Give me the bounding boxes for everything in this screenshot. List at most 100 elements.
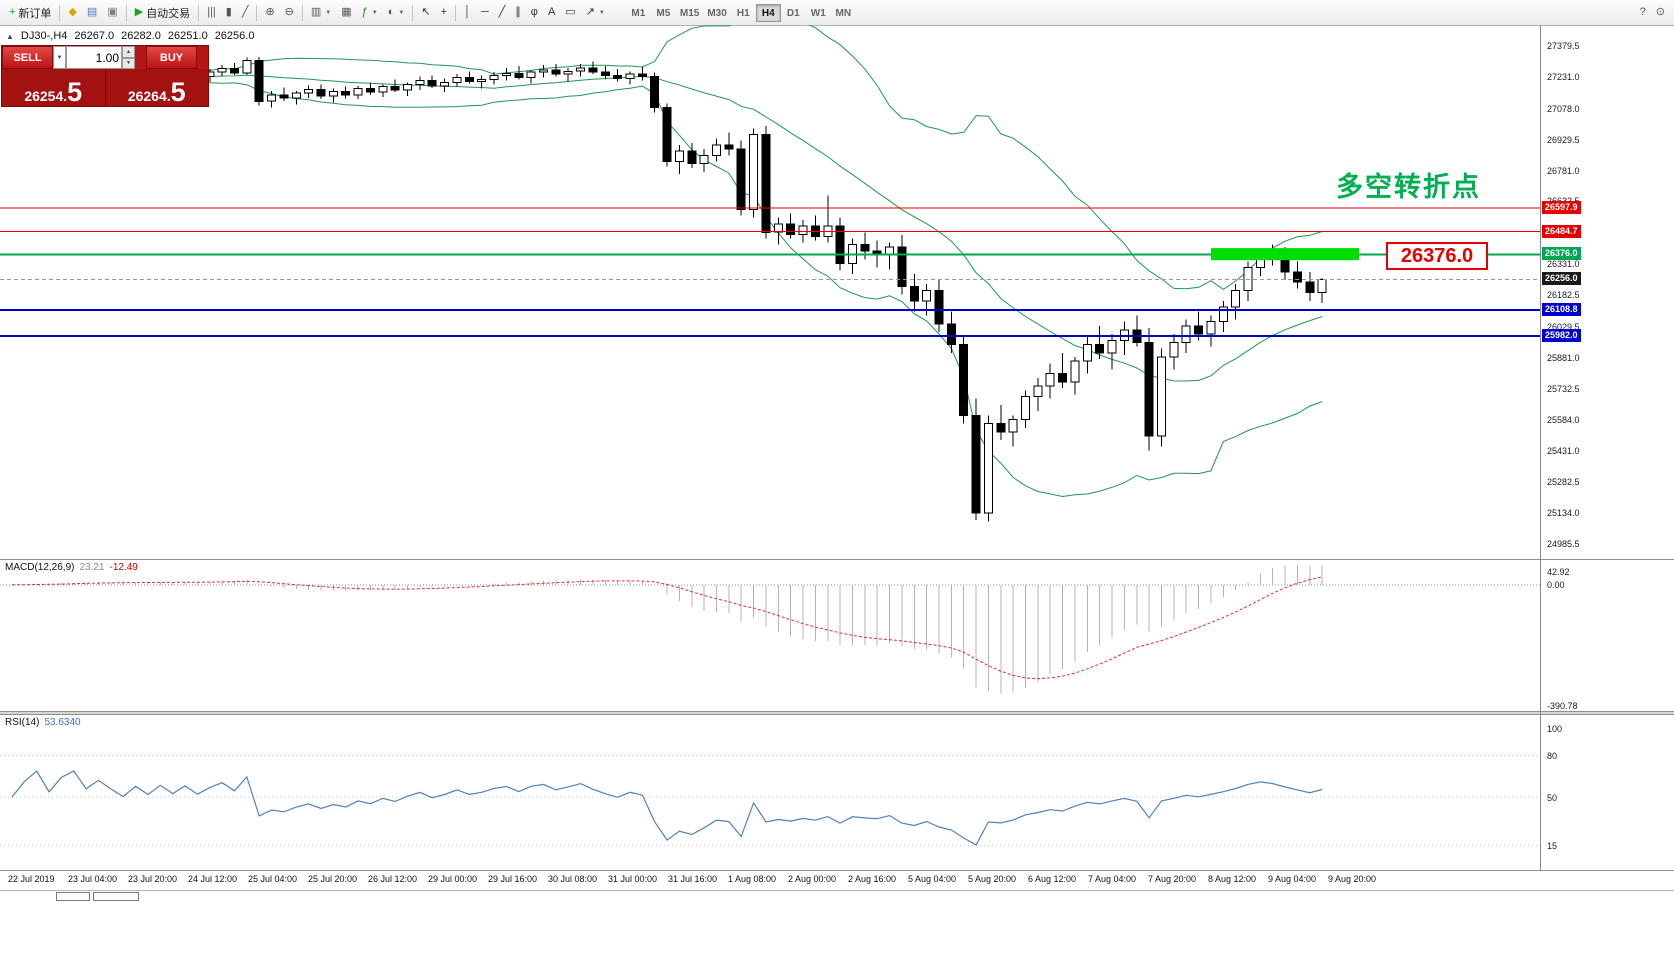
chevron-down-icon: ▼ xyxy=(371,9,378,16)
main-chart[interactable] xyxy=(0,16,1540,559)
time-axis-label: 25 Jul 20:00 xyxy=(308,874,358,884)
zoom-in-button[interactable]: ⊕ xyxy=(260,3,279,23)
price-axis-tick: 25134.0 xyxy=(1547,508,1580,519)
help-icon: ? xyxy=(1639,6,1646,18)
auto-trading-button[interactable]: ▶ 自动交易 xyxy=(130,3,195,23)
macd-axis-tick: -390.78 xyxy=(1547,700,1578,711)
zoom-out-button[interactable]: ⊖ xyxy=(280,3,299,23)
sell-price-small: 26254. xyxy=(24,88,68,104)
timeframe-button-M1[interactable]: M1 xyxy=(626,4,651,22)
one-click-trade-panel: SELL ▼ ▲ ▼ BUY 26254.5 26264.5 xyxy=(1,45,209,107)
panel-splitter[interactable] xyxy=(0,711,1674,715)
buy-button[interactable]: BUY xyxy=(146,46,197,69)
text-button[interactable]: A xyxy=(543,3,560,23)
chart-tab[interactable] xyxy=(93,892,139,901)
price-tag: 26484.7 xyxy=(1542,224,1581,238)
crosshair-icon: + xyxy=(440,6,447,18)
time-axis-label: 29 Jul 00:00 xyxy=(428,874,478,884)
turning-point-annotation[interactable]: 多空转折点 xyxy=(1336,172,1481,202)
axis-separator xyxy=(0,870,1674,871)
sell-button[interactable]: SELL xyxy=(2,46,53,69)
timeframe-button-M5[interactable]: M5 xyxy=(651,4,676,22)
macd-signal-value: -12.49 xyxy=(109,562,138,573)
buy-price[interactable]: 26264. 5 xyxy=(105,69,208,107)
timeframe-button-W1[interactable]: W1 xyxy=(806,4,831,22)
vertical-line-button[interactable]: │ xyxy=(459,3,476,23)
fibonacci-button[interactable]: φ xyxy=(526,3,543,23)
templates-button[interactable]: ▥ ▼ xyxy=(306,3,336,23)
price-axis[interactable]: 27379.527231.027078.026929.526781.026632… xyxy=(1540,25,1674,870)
sell-price[interactable]: 26254. 5 xyxy=(2,69,106,106)
search-button[interactable]: ⊙ xyxy=(1651,3,1670,23)
timeframe-button-M15[interactable]: M15 xyxy=(676,4,703,22)
candles-layer xyxy=(7,56,1327,522)
toolbar-separator xyxy=(301,4,303,21)
time-axis-label: 31 Jul 00:00 xyxy=(608,874,658,884)
volume-down-icon[interactable]: ▼ xyxy=(122,57,135,69)
horizontal-line-button[interactable]: ─ xyxy=(476,3,494,23)
arrows-button[interactable]: ↗ ▼ xyxy=(581,3,610,23)
supply-zone-rect[interactable] xyxy=(1211,248,1359,261)
time-axis-label: 22 Jul 2019 xyxy=(8,874,55,884)
navigator-button[interactable]: ▤ xyxy=(82,3,102,23)
rsi-panel[interactable] xyxy=(0,716,1540,870)
time-axis[interactable]: 22 Jul 2019 23 Jul 04:00 23 Jul 20:00 24 Ju… xyxy=(0,871,1540,890)
periods-icon: ◐ xyxy=(387,6,395,18)
rsi-value: 53.6340 xyxy=(44,717,81,728)
bar-chart-button[interactable]: ||| xyxy=(202,3,221,23)
line-chart-button[interactable]: ╱ xyxy=(237,3,254,23)
price-tag: 25982.0 xyxy=(1542,329,1581,343)
time-axis-label: 31 Jul 16:00 xyxy=(668,874,718,884)
bar-chart-icon: ||| xyxy=(207,6,216,18)
trendline-icon: ╱ xyxy=(498,6,506,18)
label-icon: ▭ xyxy=(565,6,576,18)
toolbar-separator xyxy=(198,4,200,21)
new-order-button[interactable]: + 新订单 xyxy=(4,3,56,23)
candlestick-button[interactable]: ▮ xyxy=(221,3,237,23)
market-watch-button[interactable]: ◆ xyxy=(63,3,81,23)
volume-up-icon[interactable]: ▲ xyxy=(122,46,135,58)
crosshair-button[interactable]: + xyxy=(436,3,452,23)
chevron-down-icon: ▼ xyxy=(598,9,605,16)
buy-price-big: 5 xyxy=(170,77,186,107)
toolbar-separator xyxy=(412,4,414,21)
chart-tab[interactable] xyxy=(56,892,90,901)
horizontal-line-icon: ─ xyxy=(480,6,489,18)
timeframe-button-H1[interactable]: H1 xyxy=(731,4,756,22)
help-button[interactable]: ? xyxy=(1635,3,1651,23)
time-axis-label: 1 Aug 08:00 xyxy=(728,874,777,884)
volume-input[interactable] xyxy=(66,46,122,69)
grid-button[interactable]: ▦ xyxy=(336,3,356,23)
macd-panel[interactable] xyxy=(0,561,1540,711)
timeframe-button-M30[interactable]: M30 xyxy=(703,4,730,22)
time-axis-label: 30 Jul 08:00 xyxy=(548,874,598,884)
indicators-button[interactable]: ƒ ▼ xyxy=(357,3,383,23)
rsi-title: RSI(14) xyxy=(5,717,40,728)
time-axis-label: 5 Aug 20:00 xyxy=(968,874,1017,884)
chevron-down-icon: ▼ xyxy=(398,9,405,16)
navigator-icon: ▤ xyxy=(86,6,98,18)
price-axis-tick: 27078.0 xyxy=(1547,103,1580,114)
label-button[interactable]: ▭ xyxy=(560,3,580,23)
macd-axis-tick: 42.92 xyxy=(1547,567,1570,578)
timeframe-button-D1[interactable]: D1 xyxy=(781,4,806,22)
chevron-down-icon: ▼ xyxy=(325,9,332,16)
channel-button[interactable]: ∥ xyxy=(510,3,526,23)
price-axis-tick: 25282.5 xyxy=(1547,477,1580,488)
price-callout-label[interactable]: 26376.0 xyxy=(1386,242,1488,270)
terminal-button[interactable]: ▣ xyxy=(102,3,122,23)
buy-price-small: 26264. xyxy=(127,88,171,104)
volume-stepper[interactable]: ▲ ▼ xyxy=(122,46,135,69)
volume-dropdown-icon[interactable]: ▼ xyxy=(53,46,66,69)
macd-axis-tick: 0.00 xyxy=(1547,580,1565,591)
arrows-icon: ↗ xyxy=(585,6,595,18)
timeframe-button-H4[interactable]: H4 xyxy=(755,3,781,22)
cursor-button[interactable]: ↖ xyxy=(416,3,435,23)
time-axis-label: 7 Aug 04:00 xyxy=(1088,874,1137,884)
grid-icon: ▦ xyxy=(341,6,352,18)
time-axis-label: 6 Aug 12:00 xyxy=(1028,874,1077,884)
trendline-button[interactable]: ╱ xyxy=(494,3,511,23)
periods-button[interactable]: ◐ ▼ xyxy=(383,3,410,23)
price-tag: 26376.0 xyxy=(1542,247,1581,261)
timeframe-button-MN[interactable]: MN xyxy=(831,4,856,22)
